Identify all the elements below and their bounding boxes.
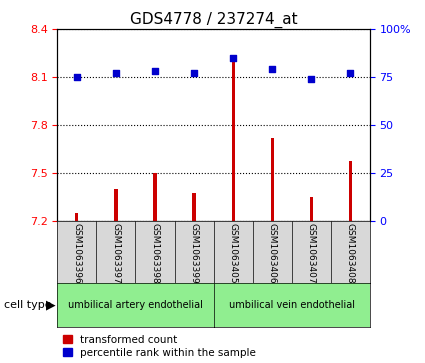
Text: GSM1063397: GSM1063397: [111, 223, 120, 284]
Bar: [271, 138, 274, 221]
Bar: [232, 56, 235, 221]
Point: [74, 74, 80, 80]
Text: GSM1063396: GSM1063396: [72, 223, 82, 284]
Bar: [153, 174, 156, 221]
Point: [230, 55, 236, 61]
Bar: [114, 189, 117, 221]
Bar: [193, 193, 196, 221]
Point: [152, 69, 159, 74]
Text: GSM1063406: GSM1063406: [268, 223, 277, 284]
Point: [269, 66, 275, 72]
Bar: [348, 160, 352, 221]
Point: [308, 76, 314, 82]
Text: GSM1063398: GSM1063398: [150, 223, 159, 284]
Point: [191, 70, 198, 76]
Text: GSM1063407: GSM1063407: [307, 223, 316, 284]
Text: cell type: cell type: [4, 300, 52, 310]
Legend: transformed count, percentile rank within the sample: transformed count, percentile rank withi…: [62, 335, 256, 358]
Bar: [75, 213, 79, 221]
Text: GSM1063408: GSM1063408: [346, 223, 355, 284]
Point: [347, 70, 354, 76]
Text: umbilical artery endothelial: umbilical artery endothelial: [68, 300, 203, 310]
Text: GSM1063405: GSM1063405: [229, 223, 238, 284]
Bar: [310, 197, 313, 221]
Point: [113, 70, 119, 76]
Text: ▶: ▶: [46, 298, 56, 311]
Text: umbilical vein endothelial: umbilical vein endothelial: [229, 300, 354, 310]
Text: GSM1063399: GSM1063399: [190, 223, 198, 284]
Title: GDS4778 / 237274_at: GDS4778 / 237274_at: [130, 12, 298, 28]
